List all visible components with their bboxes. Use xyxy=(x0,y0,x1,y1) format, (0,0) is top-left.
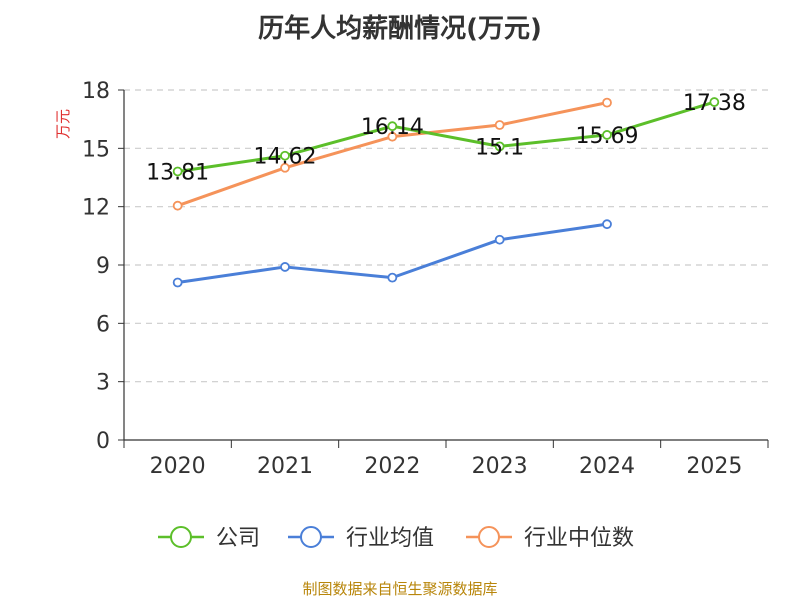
data-source-note: 制图数据来自恒生聚源数据库 xyxy=(302,580,498,598)
data-point xyxy=(387,121,398,132)
data-label: 13.81 xyxy=(146,160,209,185)
data-point xyxy=(494,120,505,130)
data-point xyxy=(172,277,183,288)
x-tick-label: 2020 xyxy=(150,454,206,479)
y-tick-labels: 0 3 6 9 12 15 18 xyxy=(82,79,110,454)
y-tick-label: 3 xyxy=(96,371,110,396)
legend: 公司 行业均值 行业中位数 xyxy=(158,526,634,551)
legend-marker xyxy=(478,526,500,548)
y-tick-label: 12 xyxy=(82,196,110,221)
data-labels: 13.81 14.62 16.14 15.1 15.69 17.38 xyxy=(146,91,746,185)
legend-label: 公司 xyxy=(216,526,260,551)
y-tick-label: 15 xyxy=(82,137,110,162)
data-point xyxy=(709,97,720,107)
chart-title: 历年人均薪酬情况(万元) xyxy=(258,14,542,44)
x-tick-labels: 2020 2021 2022 2023 2024 2025 xyxy=(150,454,743,479)
data-point xyxy=(172,166,183,177)
x-tick-label: 2024 xyxy=(579,454,635,479)
y-tick-label: 18 xyxy=(82,79,110,104)
data-point xyxy=(387,272,398,283)
data-label: 15.1 xyxy=(475,135,524,160)
x-tick-label: 2025 xyxy=(686,454,742,479)
data-label: 15.69 xyxy=(576,124,639,149)
series-line-1 xyxy=(177,100,715,173)
legend-label: 行业中位数 xyxy=(524,526,634,551)
legend-label: 行业均值 xyxy=(346,526,434,551)
data-point xyxy=(280,150,290,161)
data-point xyxy=(494,234,505,245)
data-point xyxy=(602,130,612,140)
data-point xyxy=(280,162,290,173)
data-point xyxy=(387,131,398,142)
x-tick-label: 2021 xyxy=(257,454,313,479)
data-point xyxy=(602,97,612,108)
data-point xyxy=(602,219,612,230)
data-label: 17.38 xyxy=(683,91,746,116)
axes xyxy=(118,89,769,448)
legend-marker xyxy=(300,526,322,548)
x-tick-label: 2022 xyxy=(364,454,420,479)
legend-marker xyxy=(170,526,192,548)
grid-lines xyxy=(124,89,768,383)
data-point xyxy=(172,200,183,211)
data-label: 14.62 xyxy=(254,145,317,170)
data-point xyxy=(494,141,505,152)
y-tick-label: 6 xyxy=(96,312,110,337)
data-label: 16.14 xyxy=(361,115,424,140)
data-point xyxy=(280,262,290,272)
x-tick-label: 2023 xyxy=(472,454,528,479)
y-axis-label: 万元 xyxy=(54,109,72,139)
y-tick-label: 9 xyxy=(96,254,110,279)
series-lines xyxy=(172,97,720,288)
y-tick-label: 0 xyxy=(96,429,110,454)
